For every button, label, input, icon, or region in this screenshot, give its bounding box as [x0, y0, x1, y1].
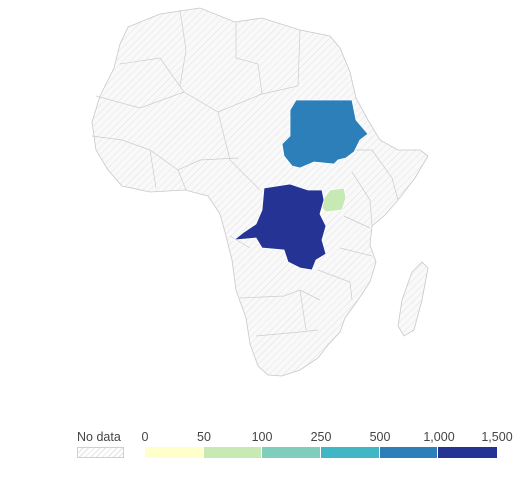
legend-bin-50-100	[203, 447, 263, 458]
no-data-swatch	[77, 447, 124, 458]
legend-tick-100: 100	[251, 430, 273, 444]
madagascar-no-data[interactable]	[397, 261, 429, 337]
africa-no-data-region[interactable]	[91, 7, 429, 377]
legend-bin-500-1000	[379, 447, 439, 458]
africa-choropleth-map	[91, 7, 429, 377]
no-data-label: No data	[77, 430, 121, 444]
legend-tick-1500: 1,500	[481, 430, 513, 444]
legend-tick-0: 0	[141, 430, 149, 444]
legend-tick-50: 50	[197, 430, 211, 444]
country-borders	[91, 9, 399, 337]
legend-bin-1000-1500	[438, 447, 498, 458]
legend-tick-250: 250	[310, 430, 332, 444]
region-sudan[interactable]	[281, 99, 369, 169]
legend-tick-1000: 1,000	[423, 430, 455, 444]
legend-colorbar	[145, 447, 498, 458]
legend-bin-100-250	[262, 447, 322, 458]
legend-bin-0-50	[145, 447, 204, 458]
legend-bin-250-500	[321, 447, 380, 458]
legend-tick-500: 500	[369, 430, 391, 444]
region-dr-congo[interactable]	[232, 183, 327, 271]
